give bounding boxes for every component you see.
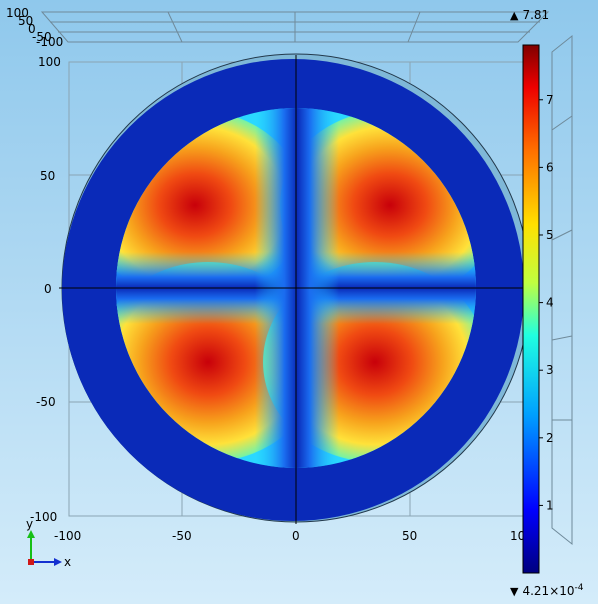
x-tick: -100 [54, 529, 81, 543]
colorbar-max-label: 7.81 [522, 8, 550, 22]
x-axis-ticks: -100 -50 0 50 100 [54, 529, 533, 543]
colorbar-tick-label: 5 [546, 228, 554, 242]
axis-triad: y x [26, 517, 71, 569]
z-tick: 100 [6, 6, 29, 20]
triad-y-label: y [26, 517, 33, 531]
y-tick: 0 [44, 282, 52, 296]
y-tick: 50 [40, 169, 55, 183]
z-tick: 0 [28, 22, 36, 36]
min-triangle-icon: ▼ [510, 585, 519, 598]
surface-plot[interactable] [59, 53, 532, 524]
z-tick: -100 [36, 35, 63, 49]
y-tick: 100 [38, 55, 61, 69]
x-tick: 50 [402, 529, 417, 543]
z-axis-ticks: 100 50 0 -50 -100 [6, 6, 63, 49]
x-tick: -50 [172, 529, 192, 543]
triad-z-axis [28, 559, 34, 565]
vertical-low-band [255, 108, 339, 468]
x-tick: 0 [292, 529, 300, 543]
y-tick: -100 [30, 510, 57, 524]
colorbar-max: ▲ 7.81 [510, 8, 549, 22]
colorbar-ticks: 7 6 5 4 3 2 1 [539, 93, 554, 512]
colorbar-tick-label: 7 [546, 93, 554, 107]
top-perspective-grid [40, 11, 550, 43]
colorbar-tick-label: 4 [546, 296, 554, 310]
y-tick: -50 [36, 395, 56, 409]
max-triangle-icon: ▲ [510, 9, 519, 22]
triad-x-arrow-icon [54, 558, 62, 566]
triad-x-label: x [64, 555, 71, 569]
colorbar-tick-label: 3 [546, 363, 554, 377]
triad-y-arrow-icon [27, 530, 35, 538]
z-tick: -50 [32, 30, 52, 44]
right-perspective-grid [551, 34, 573, 546]
colorbar-min: ▼ 4.21×10-4 [510, 583, 584, 598]
y-axis-ticks: 100 50 0 -50 -100 [30, 55, 61, 524]
colorbar [522, 44, 540, 574]
z-tick: 50 [18, 14, 33, 28]
colorbar-min-power: -4 [574, 583, 584, 593]
colorbar-tick-label: 6 [546, 160, 554, 174]
colorbar-tick-label: 2 [546, 431, 554, 445]
colorbar-min-exponent: ×10 [549, 584, 575, 598]
colorbar-min-label: 4.21 [522, 584, 550, 598]
colorbar-tick-label: 1 [546, 498, 554, 512]
